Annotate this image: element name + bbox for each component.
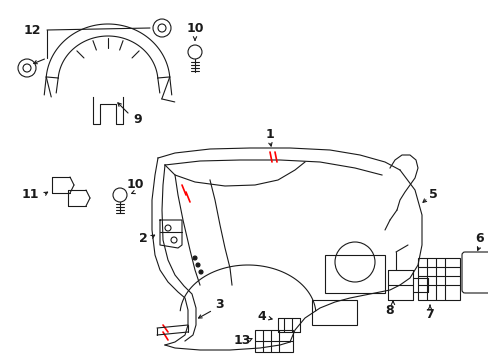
Bar [325,255,384,293]
Text: 12: 12 [23,23,41,36]
Bar [254,330,292,352]
Text: 13: 13 [233,333,250,346]
Bar [417,258,459,300]
Circle shape [196,263,200,267]
Text: 1: 1 [265,129,274,141]
Bar [311,300,356,325]
Text: 9: 9 [133,113,142,126]
Text: 8: 8 [385,303,393,316]
Text: 10: 10 [186,22,203,35]
Text: 2: 2 [138,231,147,244]
Circle shape [199,270,203,274]
Circle shape [193,256,197,260]
Text: 6: 6 [475,231,483,244]
Text: 5: 5 [428,189,436,202]
Text: 11: 11 [21,189,39,202]
Text: 3: 3 [215,298,224,311]
Text: 7: 7 [425,307,433,320]
Text: 4: 4 [257,310,266,323]
Text: 10: 10 [126,179,143,192]
